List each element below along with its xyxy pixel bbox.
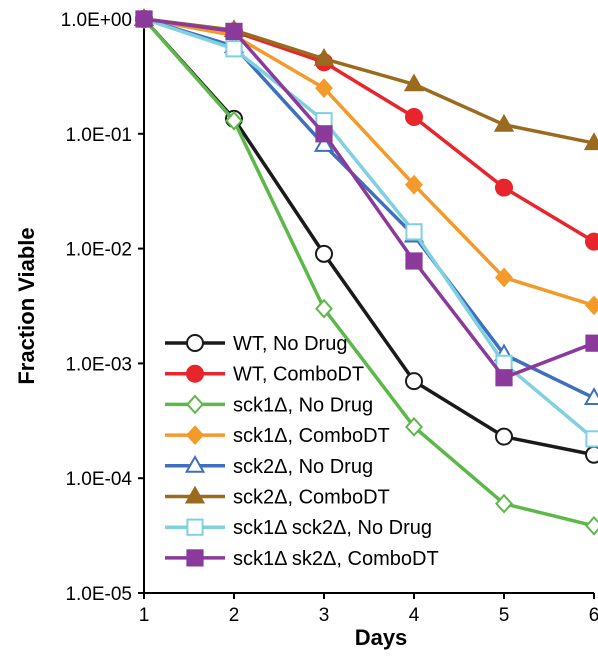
legend-label: sck2Δ, ComboDT: [233, 487, 390, 509]
legend-label: sck1Δ, No Drug: [233, 394, 373, 416]
y-tick-label: 1.0E+00: [61, 10, 132, 31]
series-line: [143, 17, 595, 400]
x-tick-label: 4: [409, 605, 420, 626]
data-point: [405, 372, 423, 391]
data-point: [405, 252, 423, 270]
axes: 1.0E-05 1.0E-04 1.0E-03 1.0E-02 1.0E-01 1.0E+…: [61, 10, 598, 626]
data-point: [405, 223, 423, 241]
legend-label: WT, ComboDT: [233, 364, 364, 386]
series-7: [135, 10, 598, 448]
x-axis-title: Days: [355, 625, 408, 650]
x-tick-label: 3: [319, 605, 330, 626]
legend-marker: [184, 485, 206, 504]
data-point: [313, 47, 335, 66]
legend-entry: WT, No Drug: [165, 333, 347, 355]
y-tick-label: 1.0E-01: [65, 125, 132, 146]
series-line: [142, 17, 595, 528]
data-point: [313, 134, 335, 152]
legend-marker: [186, 549, 204, 567]
x-tick-label: 2: [229, 605, 240, 626]
legend-label: sck1Δ sck2Δ, No Drug: [233, 517, 432, 539]
data-point: [495, 493, 513, 514]
legend-label: sck1Δ, ComboDT: [233, 425, 390, 447]
legend-marker: [186, 394, 204, 415]
data-point: [585, 295, 598, 316]
legend-marker: [186, 518, 204, 536]
legend-entry: sck2Δ, No Drug: [165, 454, 373, 478]
legend-entry: sck1Δ sck2Δ, No Drug: [165, 517, 432, 539]
data-point: [225, 40, 243, 58]
data-point: [225, 110, 243, 131]
y-tick-label: 1.0E-03: [65, 354, 132, 375]
data-point: [585, 334, 598, 352]
y-axis-title-group: Fraction Viable: [14, 227, 39, 384]
data-point: [585, 232, 598, 251]
legend-entry: sck1Δ sk2Δ, ComboDT: [165, 548, 439, 570]
y-tick-label: 1.0E-04: [65, 469, 132, 490]
legend-label: sck2Δ, No Drug: [233, 456, 373, 478]
legend-marker: [186, 364, 204, 383]
data-point: [583, 387, 598, 405]
legend-entry: sck1Δ, No Drug: [165, 394, 373, 416]
data-point: [495, 267, 513, 288]
data-point: [495, 427, 513, 446]
y-tick-label: 1.0E-05: [65, 584, 132, 605]
data-point: [403, 73, 425, 92]
data-point: [495, 369, 513, 387]
x-tick-label: 6: [589, 605, 598, 626]
data-point: [225, 22, 243, 40]
data-point: [493, 113, 515, 132]
series-line: [142, 17, 595, 457]
x-tick-label: 5: [499, 605, 510, 626]
data-point: [315, 244, 333, 263]
series-layer: [133, 8, 598, 536]
series-line: [143, 17, 596, 441]
y-tick-label: 1.0E-02: [65, 240, 132, 261]
data-point: [315, 298, 333, 319]
legend-marker: [186, 425, 204, 445]
data-point: [585, 515, 598, 536]
data-point: [585, 445, 598, 464]
data-point: [405, 416, 423, 437]
legend-label: WT, No Drug: [233, 333, 347, 355]
data-point: [585, 430, 598, 448]
legend: WT, No Drug WT, ComboDT sck1Δ, No Drug sck1…: [165, 333, 439, 570]
series-8: [135, 10, 598, 387]
data-point: [405, 174, 423, 195]
legend-marker: [186, 334, 204, 352]
data-point: [135, 10, 153, 28]
legend-entry: WT, ComboDT: [165, 364, 364, 386]
data-point: [583, 132, 598, 151]
data-point: [315, 125, 333, 143]
series-line: [143, 17, 595, 308]
legend-label: sck1Δ sk2Δ, ComboDT: [233, 548, 439, 570]
legend-entry: sck1Δ, ComboDT: [165, 425, 390, 447]
data-point: [315, 78, 333, 99]
data-point: [495, 178, 513, 197]
legend-marker: [184, 454, 206, 473]
series-line: [143, 17, 595, 380]
x-tick-label: 1: [139, 605, 150, 626]
y-axis-title: Fraction Viable: [14, 227, 39, 384]
series-4: [135, 9, 598, 316]
data-point: [405, 108, 423, 127]
legend-entry: sck2Δ, ComboDT: [165, 485, 390, 509]
